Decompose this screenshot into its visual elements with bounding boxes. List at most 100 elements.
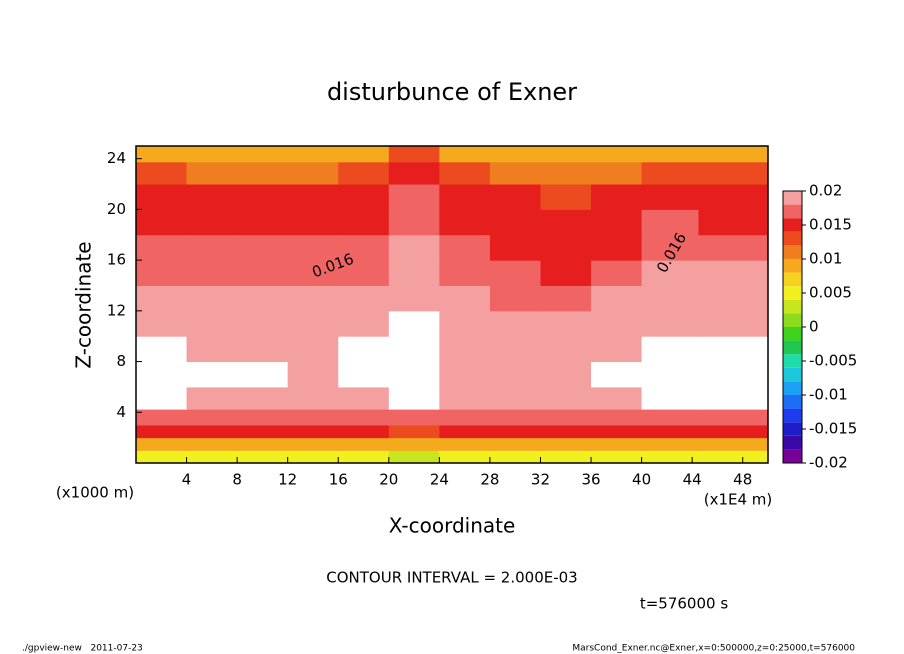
field-cell: [591, 437, 643, 451]
y-tick-label: 20: [107, 200, 126, 218]
field-cell: [698, 450, 769, 464]
field-cell: [237, 310, 289, 337]
field-cell: [439, 450, 491, 464]
field-cell: [237, 437, 289, 451]
colorbar-band: [783, 449, 802, 463]
field-cell: [698, 310, 769, 337]
field-cell: [186, 209, 238, 236]
field-cell: [338, 361, 390, 388]
field-cell: [186, 146, 238, 163]
field-cell: [237, 146, 289, 163]
field-cell: [338, 260, 390, 286]
x-tick-label: 4: [182, 471, 192, 489]
field-cell: [287, 161, 339, 185]
field-cell: [439, 409, 491, 426]
field-cell: [439, 234, 491, 261]
field-cell: [489, 424, 541, 439]
field-cell: [287, 234, 339, 261]
field-cell: [489, 310, 541, 337]
field-cell: [388, 184, 440, 210]
field-cell: [287, 146, 339, 163]
field-cell: [698, 209, 769, 236]
field-cell: [591, 260, 643, 286]
field-cell: [136, 234, 188, 261]
field-cell: [698, 424, 769, 439]
x-tick-label: 20: [379, 471, 398, 489]
field-cell: [338, 409, 390, 426]
colorbar-tick-label: 0.005: [809, 284, 852, 302]
field-cell: [388, 450, 440, 464]
field-cell: [287, 285, 339, 312]
field-cell: [540, 234, 592, 261]
y-tick-label: 24: [107, 149, 126, 167]
field-cell: [489, 386, 541, 410]
field-cell: [641, 361, 699, 388]
y-tick-label: 8: [116, 352, 126, 370]
field-cell: [388, 260, 440, 286]
field-cell: [439, 184, 491, 210]
field-cell: [439, 361, 491, 388]
field-cell: [439, 146, 491, 163]
chart-title: disturbunce of Exner: [327, 78, 577, 106]
field-cell: [540, 184, 592, 210]
field-cell: [136, 450, 188, 464]
field-cell: [186, 386, 238, 410]
field-cell: [287, 184, 339, 210]
colorbar-band: [783, 245, 802, 259]
field-cell: [489, 234, 541, 261]
field-cell: [439, 209, 491, 236]
field-cell: [136, 386, 188, 410]
field-cell: [591, 310, 643, 337]
field-cell: [388, 437, 440, 451]
footer-right: MarsCond_Exner.nc@Exner,x=0:500000,z=0:2…: [572, 644, 855, 654]
field-cell: [489, 146, 541, 163]
colorbar-band: [783, 313, 802, 327]
colorbar-tick-label: -0.005: [809, 352, 857, 370]
field-cell: [136, 161, 188, 185]
field-cell: [136, 146, 188, 163]
colorbar-tick-label: -0.015: [809, 420, 857, 438]
field-cell: [388, 209, 440, 236]
field-cell: [287, 386, 339, 410]
colorbar-tick-label: 0.015: [809, 216, 852, 234]
field-cell: [540, 336, 592, 363]
field-cell: [489, 161, 541, 185]
field-cell: [698, 234, 769, 261]
colorbar-band: [783, 435, 802, 450]
field-cell: [338, 184, 390, 210]
colorbar-tick-label: -0.02: [809, 454, 848, 472]
colorbar-band: [783, 231, 802, 246]
field-cell: [591, 386, 643, 410]
field-cell: [388, 161, 440, 185]
field-cell: [540, 409, 592, 426]
field-cell: [698, 386, 769, 410]
colorbar-band: [783, 299, 802, 314]
field-cell: [540, 146, 592, 163]
field-cell: [641, 336, 699, 363]
x-tick-label: 40: [632, 471, 651, 489]
field-cell: [641, 260, 699, 286]
y-unit: (x1000 m): [56, 484, 134, 502]
field-cell: [287, 450, 339, 464]
field-cell: [489, 450, 541, 464]
field-cell: [591, 234, 643, 261]
field-cell: [439, 260, 491, 286]
field-cell: [237, 285, 289, 312]
field-cell: [136, 285, 188, 312]
field-cell: [237, 209, 289, 236]
field-cell: [136, 260, 188, 286]
field-cell: [388, 386, 440, 410]
field-cell: [338, 437, 390, 451]
field-cell: [237, 409, 289, 426]
field-cell: [388, 146, 440, 163]
field-cell: [591, 336, 643, 363]
y-tick-label: 16: [107, 251, 126, 269]
colorbar-band: [783, 218, 802, 232]
field-cell: [540, 161, 592, 185]
field-cell: [641, 146, 699, 163]
colorbar-band: [783, 272, 802, 287]
field-cell: [287, 424, 339, 439]
field-cell: [388, 409, 440, 426]
colorbar-band: [783, 191, 802, 205]
